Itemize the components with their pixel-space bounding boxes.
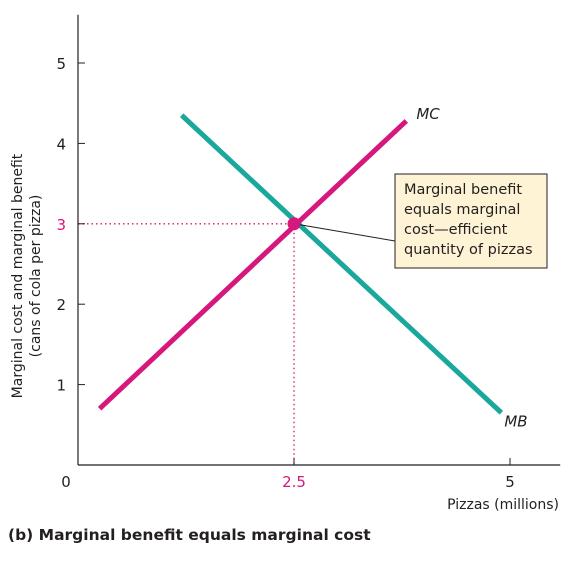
chart: Marginal cost and marginal benefit (cans…: [10, 14, 561, 513]
annotation-line: cost—efficient: [404, 222, 508, 238]
figure-caption: (b) Marginal benefit equals marginal cos…: [8, 526, 371, 544]
y-tick-label: 3: [56, 216, 66, 234]
annotation: Marginal benefit equals marginal cost—effi…: [299, 173, 548, 269]
x-axis-title: Pizzas (millions): [447, 497, 559, 513]
equilibrium-point: [287, 217, 301, 231]
annotation-line: quantity of pizzas: [404, 242, 533, 258]
y-tick-label: 1: [56, 377, 66, 395]
annotation-line: equals marginal: [404, 202, 520, 218]
curve-label-mb: MB: [504, 413, 527, 431]
y-axis-title-line-1: Marginal cost and marginal benefit: [10, 153, 26, 398]
curve-mc: [97, 119, 409, 411]
y-tick-label: 4: [56, 135, 66, 153]
y-axis-title-line-2: (cans of cola per pizza): [28, 195, 44, 358]
x-tick-label: 0: [61, 473, 71, 491]
dotted-guides: [78, 223, 295, 465]
axes: [77, 14, 561, 466]
y-tick-label: 2: [56, 296, 66, 314]
annotation-box: [394, 173, 548, 269]
y-axis-title: Marginal cost and marginal benefit (cans…: [10, 153, 44, 398]
annotation-leader: [299, 224, 396, 242]
curves: MB MC: [97, 105, 528, 431]
x-tick-label: 2.5: [282, 473, 306, 491]
curve-mb: [179, 113, 504, 415]
x-tick-label: 5: [505, 473, 515, 491]
annotation-line: Marginal benefit: [404, 182, 522, 198]
curve-label-mc: MC: [416, 105, 440, 123]
ticks: 1 2 3 4 5 0 2.5 5: [56, 55, 514, 491]
y-tick-label: 5: [56, 55, 66, 73]
